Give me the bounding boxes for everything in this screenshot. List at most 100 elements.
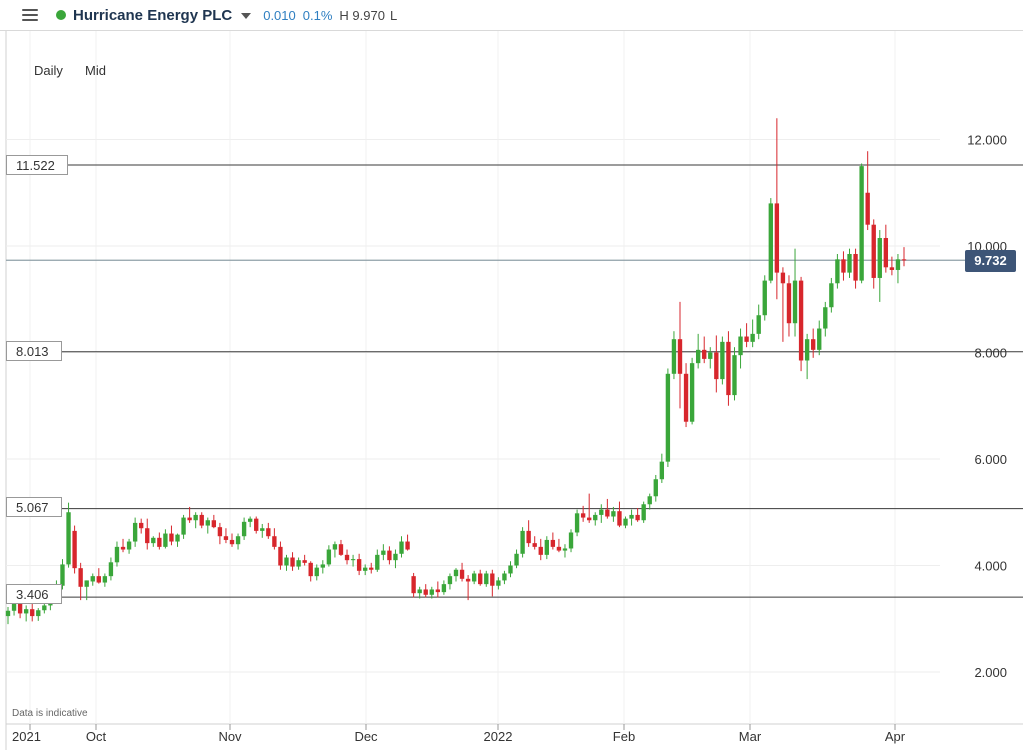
candle-body[interactable] — [411, 576, 416, 594]
candle-body[interactable] — [871, 224, 876, 278]
candle-body[interactable] — [157, 537, 162, 547]
candle-body[interactable] — [829, 283, 834, 308]
candle-body[interactable] — [344, 554, 350, 561]
candle-body[interactable] — [708, 352, 713, 359]
candle-body[interactable] — [278, 546, 283, 566]
candle-body[interactable] — [441, 584, 447, 593]
menu-icon[interactable] — [22, 9, 38, 21]
candle-body[interactable] — [792, 280, 798, 324]
candle-body[interactable] — [599, 509, 604, 515]
level-label-1[interactable]: 11.522 — [6, 155, 68, 175]
candle-body[interactable] — [296, 560, 301, 567]
candle-body[interactable] — [695, 349, 701, 364]
candle-body[interactable] — [490, 573, 495, 586]
candle-body[interactable] — [587, 517, 592, 521]
candle-body[interactable] — [629, 514, 634, 519]
candle-body[interactable] — [217, 527, 223, 537]
candle-body[interactable] — [502, 573, 507, 581]
candle-body[interactable] — [211, 520, 217, 528]
candle-body[interactable] — [102, 576, 108, 583]
candle-body[interactable] — [254, 518, 259, 531]
candle-body[interactable] — [744, 336, 749, 342]
candle-body[interactable] — [399, 541, 404, 554]
candle-body[interactable] — [302, 560, 307, 563]
candle-body[interactable] — [756, 315, 761, 334]
candle-body[interactable] — [665, 373, 671, 462]
candle-body[interactable] — [877, 238, 882, 278]
candle-body[interactable] — [30, 609, 35, 617]
candle-body[interactable] — [66, 512, 71, 565]
candle-body[interactable] — [514, 553, 519, 566]
candle-body[interactable] — [247, 518, 253, 522]
candle-body[interactable] — [108, 562, 114, 577]
candle-body[interactable] — [847, 253, 852, 273]
candle-body[interactable] — [817, 328, 822, 350]
candle-body[interactable] — [623, 518, 628, 526]
candle-body[interactable] — [617, 511, 622, 526]
candle-body[interactable] — [193, 514, 198, 521]
candle-body[interactable] — [889, 267, 895, 270]
level-label-4[interactable]: 3.406 — [6, 584, 62, 604]
candle-body[interactable] — [562, 548, 568, 551]
candle-body[interactable] — [677, 339, 683, 374]
candle-body[interactable] — [290, 557, 295, 567]
candle-body[interactable] — [356, 559, 362, 571]
candle-body[interactable] — [823, 307, 828, 329]
candle-body[interactable] — [435, 589, 441, 593]
candle-body[interactable] — [865, 192, 870, 225]
candle-body[interactable] — [853, 253, 858, 281]
candle-body[interactable] — [641, 504, 646, 521]
chevron-down-icon[interactable] — [241, 13, 252, 19]
candle-body[interactable] — [605, 509, 610, 517]
candle-body[interactable] — [205, 520, 210, 526]
candle-body[interactable] — [453, 569, 459, 577]
candle-body[interactable] — [768, 203, 773, 281]
candle-body[interactable] — [647, 496, 652, 505]
candle-body[interactable] — [5, 610, 11, 617]
candle-body[interactable] — [405, 541, 410, 550]
candle-body[interactable] — [175, 534, 180, 542]
candle-body[interactable] — [593, 514, 598, 521]
candle-body[interactable] — [139, 522, 144, 529]
candle-body[interactable] — [702, 349, 707, 359]
candle-body[interactable] — [223, 536, 229, 540]
candle-body[interactable] — [726, 341, 731, 396]
candle-body[interactable] — [478, 573, 483, 585]
candle-body[interactable] — [538, 546, 543, 555]
candle-body[interactable] — [895, 259, 901, 270]
candle-body[interactable] — [780, 272, 786, 284]
candle-body[interactable] — [574, 513, 580, 533]
candle-body[interactable] — [811, 339, 816, 350]
candle-body[interactable] — [163, 533, 168, 547]
candle-body[interactable] — [859, 166, 864, 281]
candle-body[interactable] — [11, 601, 17, 611]
candle-body[interactable] — [901, 259, 907, 261]
candle-body[interactable] — [350, 559, 356, 561]
level-label-3[interactable]: 5.067 — [6, 497, 62, 517]
candle-body[interactable] — [520, 530, 525, 554]
candle-body[interactable] — [883, 238, 889, 268]
candle-body[interactable] — [338, 544, 344, 555]
candle-body[interactable] — [314, 567, 319, 577]
candle-body[interactable] — [465, 578, 471, 582]
candle-body[interactable] — [272, 536, 277, 547]
candle-body[interactable] — [484, 573, 489, 585]
candle-body[interactable] — [611, 511, 616, 517]
candle-body[interactable] — [447, 576, 453, 585]
candle-body[interactable] — [151, 537, 156, 544]
candle-body[interactable] — [42, 605, 47, 611]
candle-body[interactable] — [120, 546, 126, 550]
candle-body[interactable] — [381, 550, 386, 555]
candle-body[interactable] — [199, 514, 204, 526]
candle-body[interactable] — [363, 567, 368, 571]
candle-body[interactable] — [308, 562, 313, 577]
candle-body[interactable] — [320, 564, 325, 568]
candle-body[interactable] — [326, 549, 332, 565]
candle-body[interactable] — [229, 539, 235, 545]
candle-body[interactable] — [580, 513, 586, 518]
candle-body[interactable] — [169, 533, 174, 542]
candle-body[interactable] — [84, 580, 89, 587]
candle-body[interactable] — [804, 339, 810, 361]
candle-body[interactable] — [786, 283, 792, 324]
